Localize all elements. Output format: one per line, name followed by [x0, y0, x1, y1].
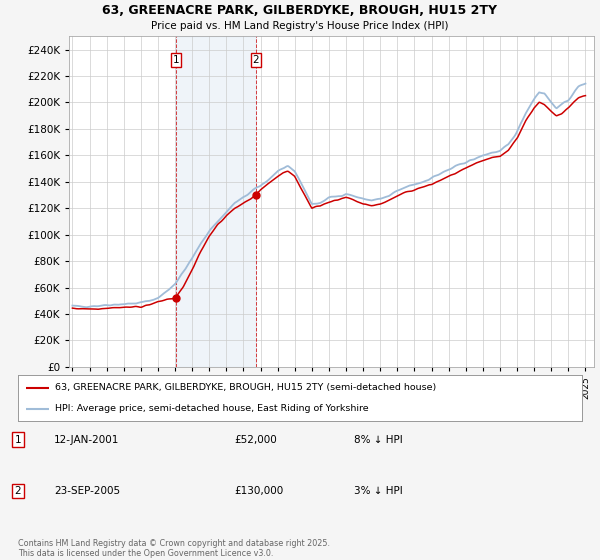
Text: 63, GREENACRE PARK, GILBERDYKE, BROUGH, HU15 2TY: 63, GREENACRE PARK, GILBERDYKE, BROUGH, …	[103, 4, 497, 17]
Text: 12-JAN-2001: 12-JAN-2001	[54, 435, 119, 445]
Text: 2: 2	[253, 55, 259, 65]
Text: 3% ↓ HPI: 3% ↓ HPI	[354, 486, 403, 496]
Text: 63, GREENACRE PARK, GILBERDYKE, BROUGH, HU15 2TY (semi-detached house): 63, GREENACRE PARK, GILBERDYKE, BROUGH, …	[55, 383, 436, 392]
Text: HPI: Average price, semi-detached house, East Riding of Yorkshire: HPI: Average price, semi-detached house,…	[55, 404, 368, 413]
Text: £130,000: £130,000	[234, 486, 283, 496]
Text: 23-SEP-2005: 23-SEP-2005	[54, 486, 120, 496]
Text: Price paid vs. HM Land Registry's House Price Index (HPI): Price paid vs. HM Land Registry's House …	[151, 21, 449, 31]
Text: 1: 1	[14, 435, 22, 445]
Text: 2: 2	[14, 486, 22, 496]
Text: 8% ↓ HPI: 8% ↓ HPI	[354, 435, 403, 445]
Text: £52,000: £52,000	[234, 435, 277, 445]
Text: Contains HM Land Registry data © Crown copyright and database right 2025.
This d: Contains HM Land Registry data © Crown c…	[18, 539, 330, 558]
Text: 1: 1	[172, 55, 179, 65]
Bar	[176, 36, 256, 367]
